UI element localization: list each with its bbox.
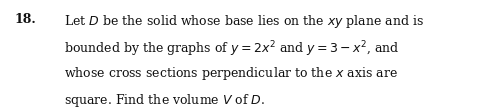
Text: Let $D$ be the solid whose base lies on the $xy$ plane and is: Let $D$ be the solid whose base lies on … [64,13,425,30]
Text: 18.: 18. [15,13,37,26]
Text: whose cross sections perpendicular to the $x$ axis are: whose cross sections perpendicular to th… [64,65,398,82]
Text: square. Find the volume $V$ of $D$.: square. Find the volume $V$ of $D$. [64,92,266,109]
Text: bounded by the graphs of $y = 2x^2$ and $y = 3 - x^2$, and: bounded by the graphs of $y = 2x^2$ and … [64,39,400,59]
